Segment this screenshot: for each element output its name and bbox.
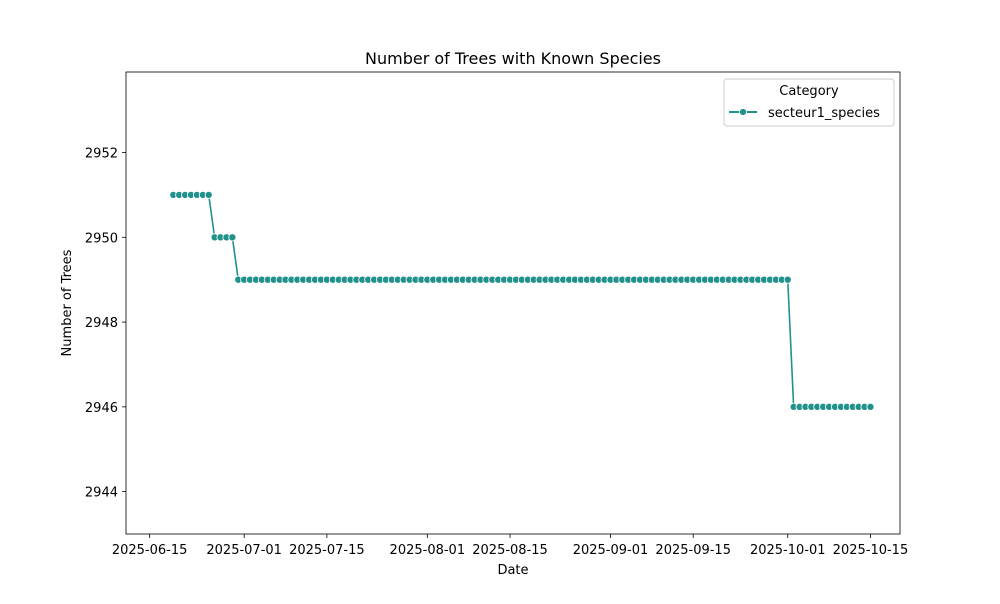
data-point bbox=[866, 402, 875, 411]
x-tick-label: 2025-06-15 bbox=[112, 543, 188, 558]
data-point bbox=[228, 233, 237, 242]
x-tick-label: 2025-10-01 bbox=[750, 543, 826, 558]
x-tick-label: 2025-09-01 bbox=[573, 543, 649, 558]
y-axis-title: Number of Trees bbox=[60, 249, 75, 356]
y-tick-label: 2948 bbox=[85, 316, 118, 331]
x-axis-title: Date bbox=[497, 563, 528, 578]
y-tick-label: 2952 bbox=[85, 147, 118, 162]
x-tick-label: 2025-08-15 bbox=[472, 543, 548, 558]
legend: Category secteur1_species bbox=[723, 78, 895, 127]
x-tick-label: 2025-08-01 bbox=[390, 543, 466, 558]
legend-series-label: secteur1_species bbox=[768, 106, 880, 121]
plot-background bbox=[126, 72, 900, 534]
y-tick-label: 2944 bbox=[85, 486, 118, 501]
x-tick-label: 2025-07-01 bbox=[206, 543, 282, 558]
x-tick-label: 2025-09-15 bbox=[655, 543, 731, 558]
plot-frame bbox=[125, 71, 901, 535]
x-tick-label: 2025-10-15 bbox=[833, 543, 909, 558]
data-point bbox=[204, 190, 213, 199]
chart-title: Number of Trees with Known Species bbox=[365, 49, 661, 68]
data-point bbox=[783, 275, 792, 284]
plot-area bbox=[126, 72, 900, 534]
y-tick-label: 2946 bbox=[85, 401, 118, 416]
legend-box bbox=[723, 78, 895, 127]
x-tick-label: 2025-07-15 bbox=[289, 543, 365, 558]
legend-title: Category bbox=[779, 84, 839, 99]
y-tick-label: 2950 bbox=[85, 231, 118, 246]
series-marker-layer bbox=[169, 190, 875, 411]
legend-marker-swatch bbox=[739, 108, 747, 116]
axes-layer: 2025-06-15 2025-07-01 2025-07-15 2025-08-01… bbox=[85, 71, 909, 558]
